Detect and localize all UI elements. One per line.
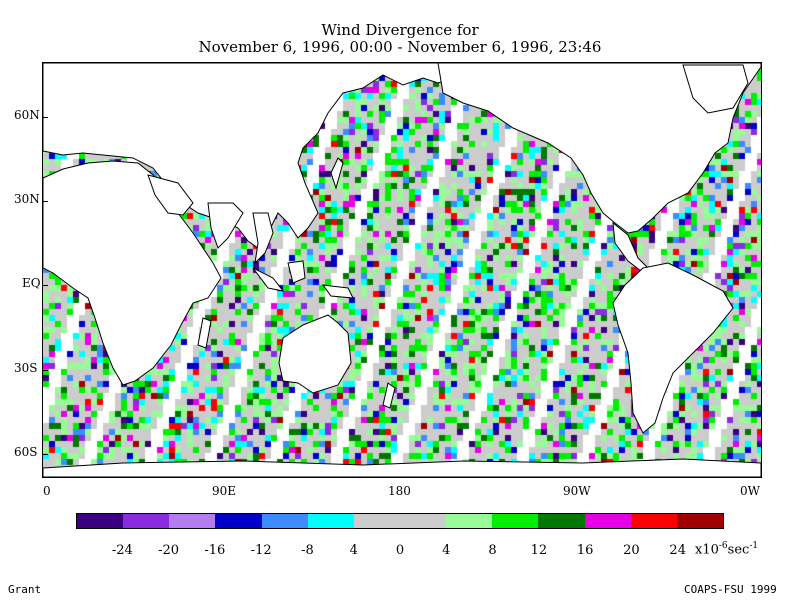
lat-tick [42,285,48,286]
credit-label: COAPS-FSU 1999 [684,583,777,596]
author-label: Grant [8,583,42,596]
legend-swatch [492,514,539,528]
legend-label: -20 [158,543,180,558]
legend-swatch [123,514,170,528]
legend-label: -24 [111,543,133,558]
landmass-sumatra [252,267,285,292]
landmass-madagascar [197,317,212,349]
lat-tick [42,117,48,118]
lat-label-60n: 60N [14,108,40,122]
landmass-africa [43,160,222,386]
legend-swatch [215,514,262,528]
color-scale-unit: x10-6sec-1 [695,541,759,558]
legend-label: 12 [530,543,548,558]
landmass-india [207,202,244,249]
lon-label-90w: 90W [563,484,591,498]
legend-swatch [169,514,216,528]
legend-swatch [584,514,631,528]
landmass-arabia [147,174,194,216]
landmass-japan [330,157,344,190]
legend-label: 4 [442,543,451,558]
legend-label: -16 [204,543,226,558]
landmass-south-america [612,262,734,434]
lat-tick [42,370,48,371]
legend-label: 24 [669,543,686,558]
legend-swatch [353,514,400,528]
legend-label: 0 [395,543,405,558]
lat-label-60s: 60S [14,445,38,459]
legend-label: 8 [488,543,497,558]
title-line-1: Wind Divergence for [321,21,479,39]
legend-swatch [446,514,493,528]
legend-swatch [676,514,723,528]
legend-label: 4 [349,543,358,558]
lon-label-0: 0 [43,484,51,498]
legend-swatch [630,514,677,528]
landmass-new-zealand [382,382,396,409]
landmass-north-america [437,63,761,234]
lon-label-180: 180 [388,484,411,498]
landmass-australia [278,314,352,394]
legend-swatch [261,514,308,528]
lat-tick [42,201,48,202]
lat-label-30s: 30S [14,361,38,375]
color-scale-bar [76,513,724,529]
legend-label: -8 [301,543,314,558]
lon-label-0w: 0W [740,484,760,498]
landmass-new-guinea [321,284,354,299]
legend-label: -12 [250,543,272,558]
legend-swatch [538,514,585,528]
landmass-antarctica [43,458,761,477]
wind-divergence-map [42,62,762,478]
land-overlay [43,63,761,477]
lat-label-eq: EQ [22,276,41,290]
landmass-greenland [682,64,749,114]
legend-swatch [77,514,124,528]
lat-tick [42,454,48,455]
lat-label-30n: 30N [14,192,40,206]
legend-swatch [307,514,354,528]
legend-swatch [399,514,447,528]
legend-label: 16 [576,543,594,558]
lon-label-90e: 90E [212,484,237,498]
title-line-2: November 6, 1996, 00:00 - November 6, 19… [198,38,602,56]
legend-label: 20 [623,543,640,558]
landmass-borneo [287,260,306,284]
landmass-se-asia [252,212,274,265]
